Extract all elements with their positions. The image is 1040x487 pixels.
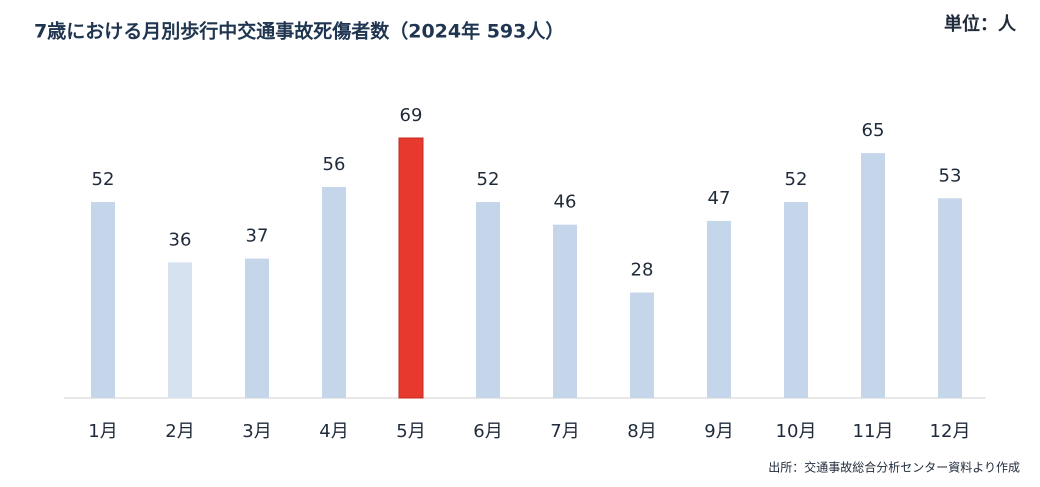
source-note: 出所：交通事故総合分析センター資料より作成 xyxy=(768,460,1020,475)
value-label: 69 xyxy=(400,105,423,126)
value-label: 37 xyxy=(246,226,269,247)
x-tick-label: 5月 xyxy=(396,421,425,442)
bar xyxy=(168,262,192,398)
bar xyxy=(938,198,962,398)
value-label: 46 xyxy=(554,192,577,213)
bar xyxy=(476,202,500,398)
chart-title: 7歳における月別歩行中交通事故死傷者数（2024年 593人） xyxy=(34,20,564,43)
value-label: 52 xyxy=(477,169,500,190)
value-label: 47 xyxy=(708,188,731,209)
bar xyxy=(707,220,731,398)
x-tick-label: 12月 xyxy=(930,421,971,442)
unit-label: 単位：人 xyxy=(944,13,1017,35)
x-tick-label: 8月 xyxy=(627,421,656,442)
value-label: 52 xyxy=(785,169,808,190)
bar xyxy=(784,202,808,398)
value-label: 56 xyxy=(323,154,346,175)
x-tick-label: 4月 xyxy=(319,421,348,442)
value-label: 36 xyxy=(169,229,192,250)
x-tick-label: 9月 xyxy=(704,421,733,442)
bar xyxy=(398,137,424,399)
x-tick-label: 7月 xyxy=(550,421,579,442)
value-label: 65 xyxy=(862,120,885,141)
x-tick-label: 10月 xyxy=(776,421,817,442)
x-tick-label: 2月 xyxy=(165,421,194,442)
bar xyxy=(861,153,885,398)
bar xyxy=(630,292,654,398)
bar xyxy=(322,186,346,398)
bar xyxy=(553,224,577,398)
x-tick-label: 6月 xyxy=(473,421,502,442)
value-label: 52 xyxy=(92,169,115,190)
value-label: 53 xyxy=(939,165,962,186)
x-tick-label: 3月 xyxy=(242,421,271,442)
bar xyxy=(91,202,115,398)
bar xyxy=(245,258,269,398)
value-label: 28 xyxy=(631,259,654,280)
x-tick-label: 1月 xyxy=(88,421,117,442)
x-tick-label: 11月 xyxy=(853,421,894,442)
